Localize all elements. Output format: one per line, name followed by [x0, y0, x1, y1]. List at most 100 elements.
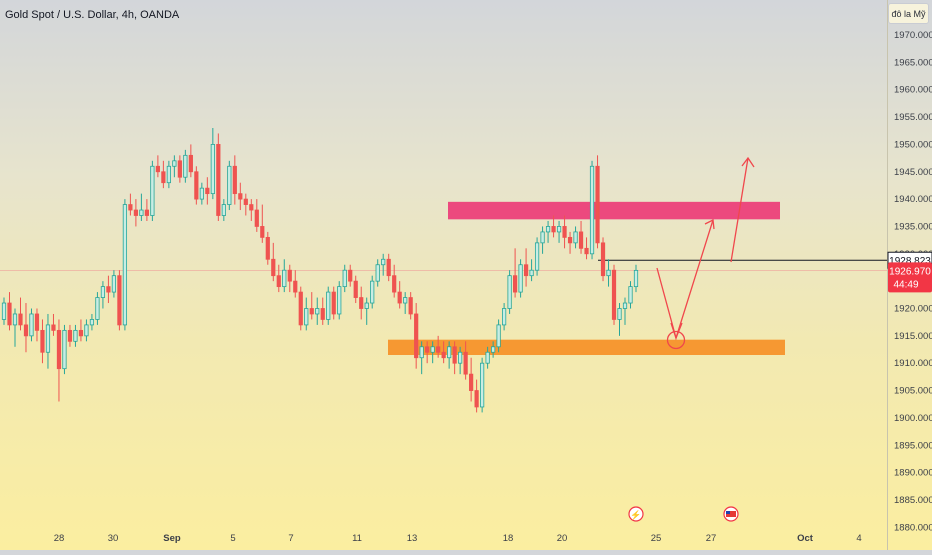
price-tick-label: 1905.000 [894, 386, 932, 397]
candle [276, 275, 281, 288]
price-tick-label: 1880.000 [894, 522, 932, 533]
time-tick-label: 30 [108, 533, 119, 544]
candle [194, 171, 199, 200]
candle [122, 204, 128, 326]
resistance-zone [448, 201, 780, 220]
candle [144, 209, 149, 216]
price-tick-label: 1945.000 [894, 167, 932, 178]
candle [518, 264, 523, 293]
candle [392, 275, 397, 293]
time-tick-label: 20 [557, 533, 568, 544]
time-tick-label: 5 [230, 533, 235, 544]
time-tick-label: Sep [163, 533, 181, 544]
candle [491, 346, 496, 353]
candle [249, 204, 254, 211]
candle [106, 286, 111, 293]
candle [56, 329, 62, 370]
candle [600, 242, 606, 277]
candle [62, 329, 67, 370]
candle [496, 324, 501, 348]
candle [364, 302, 369, 309]
candle [529, 269, 534, 277]
candle [265, 236, 270, 260]
arrow-head-icon [741, 156, 755, 168]
candle [320, 308, 325, 320]
candle [128, 204, 133, 211]
candle [205, 187, 210, 195]
candle [183, 154, 188, 178]
candle [573, 231, 578, 244]
arrow-head-icon [670, 322, 683, 340]
candle [117, 275, 122, 326]
candle [512, 275, 518, 293]
candle [293, 280, 298, 293]
candle [177, 160, 182, 178]
candle [188, 154, 193, 173]
price-tick-label: 1910.000 [894, 358, 932, 369]
candle [282, 269, 287, 288]
candle [348, 269, 353, 282]
last-close-label: 1928.823 [889, 256, 931, 267]
candle [628, 286, 633, 304]
candle [161, 171, 166, 184]
candle [7, 302, 12, 326]
target-circle [666, 330, 686, 350]
currency-button[interactable]: đô la Mỹ [888, 3, 929, 24]
candle [452, 346, 457, 364]
candle [436, 346, 441, 353]
candle [221, 204, 226, 216]
candle [414, 313, 419, 359]
candle [304, 308, 309, 326]
candle [551, 226, 556, 233]
price-tick-label: 1920.000 [894, 304, 932, 315]
candle [381, 258, 386, 266]
candle [29, 313, 34, 337]
candle [326, 291, 331, 320]
candle [556, 226, 562, 233]
candle [111, 275, 117, 293]
price-tick-label: 1960.000 [894, 85, 932, 96]
candle [260, 226, 265, 238]
lightning-icon[interactable] [628, 506, 644, 522]
candle [139, 209, 144, 216]
countdown-label: 44:49 [893, 279, 918, 290]
candle [458, 351, 463, 364]
candle [578, 231, 584, 249]
current-price-badge [888, 262, 932, 293]
price-tick-label: 1965.000 [894, 57, 932, 68]
candle [67, 329, 73, 342]
candle [95, 297, 100, 320]
candle [40, 329, 45, 353]
arrow-head-icon [704, 219, 715, 230]
candle [315, 308, 320, 315]
price-tick-label: 1915.000 [894, 331, 932, 342]
projection-arrow [730, 157, 749, 263]
chart-title: Gold Spot / U.S. Dollar, 4h, OANDA [5, 9, 180, 21]
candle [567, 236, 573, 244]
candle [502, 308, 507, 326]
candle [1, 302, 7, 320]
price-tick-label: 1895.000 [894, 440, 932, 451]
candle [617, 308, 622, 320]
candle [469, 373, 474, 391]
candle [309, 308, 314, 315]
candle [34, 313, 40, 331]
candle [23, 324, 29, 337]
candle [375, 264, 380, 282]
lightning-glyph: ⚡ [630, 509, 641, 521]
candle [78, 329, 84, 337]
candle [232, 165, 237, 195]
candle [227, 165, 232, 205]
current-price-label: 1926.970 [889, 266, 931, 277]
price-tick-label: 1900.000 [894, 413, 932, 424]
candle [523, 264, 529, 277]
candle [611, 269, 617, 320]
candle [84, 324, 89, 337]
candle [545, 226, 551, 233]
candle [507, 275, 512, 309]
candle [155, 165, 160, 173]
price-tick-label: 1935.000 [894, 221, 932, 232]
candle [100, 286, 106, 298]
